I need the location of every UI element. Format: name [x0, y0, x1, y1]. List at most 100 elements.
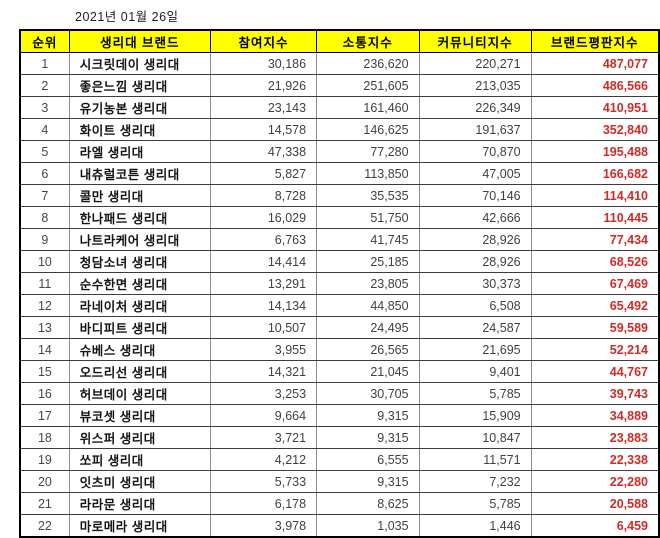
- brand-cell: 뷰코셋 생리대: [68, 404, 211, 427]
- communication-cell: 25,185: [316, 250, 420, 273]
- rank-cell: 12: [19, 294, 70, 317]
- reputation-cell: 22,338: [530, 448, 660, 471]
- participation-cell: 13,291: [209, 272, 318, 295]
- reputation-cell: 39,743: [530, 382, 660, 405]
- rank-cell: 21: [19, 492, 70, 515]
- reputation-cell: 68,526: [530, 250, 660, 273]
- rank-cell: 3: [19, 96, 70, 119]
- rank-cell: 18: [19, 426, 70, 449]
- column-header-community: 커뮤니티지수: [418, 29, 532, 53]
- community-cell: 11,571: [418, 448, 532, 471]
- brand-cell: 라엘 생리대: [68, 140, 211, 163]
- table-header: 순위 생리대 브랜드 참여지수 소통지수 커뮤니티지수 브랜드평판지수: [19, 29, 660, 53]
- communication-cell: 9,315: [316, 426, 420, 449]
- brand-cell: 마로메라 생리대: [68, 514, 211, 538]
- reputation-cell: 195,488: [530, 140, 660, 163]
- rank-cell: 10: [19, 250, 70, 273]
- reputation-cell: 44,767: [530, 360, 660, 383]
- brand-cell: 나트라케어 생리대: [68, 228, 211, 251]
- brand-cell: 허브데이 생리대: [68, 382, 211, 405]
- community-cell: 15,909: [418, 404, 532, 427]
- communication-cell: 51,750: [316, 206, 420, 229]
- brand-cell: 한나패드 생리대: [68, 206, 211, 229]
- reputation-cell: 486,566: [530, 74, 660, 97]
- communication-cell: 35,535: [316, 184, 420, 207]
- brand-cell: 내츄럴코튼 생리대: [68, 162, 211, 185]
- table-row: 7 콜만 생리대 8,728 35,535 70,146 114,410: [19, 184, 660, 207]
- participation-cell: 14,578: [209, 118, 318, 141]
- reputation-cell: 166,682: [530, 162, 660, 185]
- rank-cell: 19: [19, 448, 70, 471]
- brand-cell: 시크릿데이 생리대: [68, 52, 211, 75]
- community-cell: 10,847: [418, 426, 532, 449]
- rank-cell: 1: [19, 52, 70, 75]
- table-row: 19 쏘피 생리대 4,212 6,555 11,571 22,338: [19, 448, 660, 471]
- table-row: 10 청담소녀 생리대 14,414 25,185 28,926 68,526: [19, 250, 660, 273]
- participation-cell: 3,955: [209, 338, 318, 361]
- community-cell: 21,695: [418, 338, 532, 361]
- community-cell: 28,926: [418, 228, 532, 251]
- table-row: 4 화이트 생리대 14,578 146,625 191,637 352,840: [19, 118, 660, 141]
- reputation-cell: 410,951: [530, 96, 660, 119]
- community-cell: 70,146: [418, 184, 532, 207]
- column-header-rank: 순위: [19, 29, 70, 53]
- reputation-cell: 352,840: [530, 118, 660, 141]
- participation-cell: 21,926: [209, 74, 318, 97]
- brand-cell: 잇츠미 생리대: [68, 470, 211, 493]
- column-header-communication: 소통지수: [316, 29, 420, 53]
- reputation-cell: 110,445: [530, 206, 660, 229]
- rank-cell: 20: [19, 470, 70, 493]
- community-cell: 191,637: [418, 118, 532, 141]
- brand-cell: 라라문 생리대: [68, 492, 211, 515]
- rank-cell: 2: [19, 74, 70, 97]
- rank-cell: 7: [19, 184, 70, 207]
- rank-cell: 11: [19, 272, 70, 295]
- participation-cell: 6,763: [209, 228, 318, 251]
- participation-cell: 47,338: [209, 140, 318, 163]
- reputation-cell: 22,280: [530, 470, 660, 493]
- communication-cell: 236,620: [316, 52, 420, 75]
- communication-cell: 113,850: [316, 162, 420, 185]
- table-row: 9 나트라케어 생리대 6,763 41,745 28,926 77,434: [19, 228, 660, 251]
- communication-cell: 8,625: [316, 492, 420, 515]
- table-row: 20 잇츠미 생리대 5,733 9,315 7,232 22,280: [19, 470, 660, 493]
- communication-cell: 161,460: [316, 96, 420, 119]
- participation-cell: 14,134: [209, 294, 318, 317]
- brand-cell: 화이트 생리대: [68, 118, 211, 141]
- brand-cell: 바디피트 생리대: [68, 316, 211, 339]
- participation-cell: 14,414: [209, 250, 318, 273]
- participation-cell: 5,733: [209, 470, 318, 493]
- table-row: 3 유기농본 생리대 23,143 161,460 226,349 410,951: [19, 96, 660, 119]
- participation-cell: 3,721: [209, 426, 318, 449]
- reputation-cell: 65,492: [530, 294, 660, 317]
- brand-reputation-table: 순위 생리대 브랜드 참여지수 소통지수 커뮤니티지수 브랜드평판지수 1 시크릿데이 생리…: [19, 29, 660, 538]
- brand-cell: 청담소녀 생리대: [68, 250, 211, 273]
- rank-cell: 15: [19, 360, 70, 383]
- table-row: 12 라네이처 생리대 14,134 44,850 6,508 65,492: [19, 294, 660, 317]
- reputation-cell: 6,459: [530, 514, 660, 538]
- reputation-cell: 34,889: [530, 404, 660, 427]
- rank-cell: 14: [19, 338, 70, 361]
- participation-cell: 4,212: [209, 448, 318, 471]
- participation-cell: 5,827: [209, 162, 318, 185]
- table-row: 11 순수한면 생리대 13,291 23,805 30,373 67,469: [19, 272, 660, 295]
- table-row: 2 좋은느낌 생리대 21,926 251,605 213,035 486,566: [19, 74, 660, 97]
- table-row: 1 시크릿데이 생리대 30,186 236,620 220,271 487,077: [19, 52, 660, 75]
- brand-cell: 쏘피 생리대: [68, 448, 211, 471]
- participation-cell: 16,029: [209, 206, 318, 229]
- reputation-cell: 59,589: [530, 316, 660, 339]
- column-header-reputation: 브랜드평판지수: [530, 29, 660, 53]
- participation-cell: 10,507: [209, 316, 318, 339]
- communication-cell: 21,045: [316, 360, 420, 383]
- reputation-cell: 487,077: [530, 52, 660, 75]
- table-row: 16 허브데이 생리대 3,253 30,705 5,785 39,743: [19, 382, 660, 405]
- rank-cell: 17: [19, 404, 70, 427]
- rank-cell: 22: [19, 514, 70, 538]
- rank-cell: 5: [19, 140, 70, 163]
- rank-cell: 13: [19, 316, 70, 339]
- community-cell: 28,926: [418, 250, 532, 273]
- table-row: 8 한나패드 생리대 16,029 51,750 42,666 110,445: [19, 206, 660, 229]
- brand-cell: 유기농본 생리대: [68, 96, 211, 119]
- rank-cell: 9: [19, 228, 70, 251]
- date-label: 2021년 01월 26일: [75, 10, 179, 24]
